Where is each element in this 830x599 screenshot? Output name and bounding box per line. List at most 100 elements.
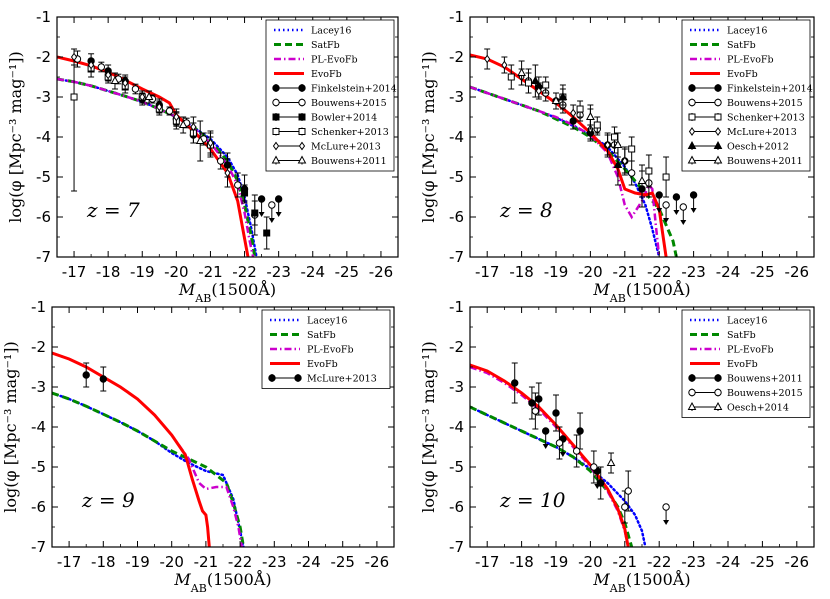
panel-z10: -17 -18 -19 -20 -21 -22 -23 -24 -25 -26 -7 -6 -5 -4 -3… (419, 298, 815, 595)
obs-bouwens-2015-point (268, 201, 276, 209)
obs-schenker-2013-point (70, 93, 78, 101)
x-tick-label: -20 (164, 263, 189, 281)
panel-z8: -17 -18 -19 -20 -21 -22 -23 -24 -25 -26 -7 -6 -5 -4 -3… (419, 8, 815, 305)
obs-oesch-2014-point (606, 457, 616, 466)
obs-bouwens-2015-point (165, 107, 174, 115)
legend-obs-marker (714, 98, 722, 107)
obs-bouwens-2011-point (517, 67, 526, 76)
obs-mclure-2013-point (139, 92, 146, 102)
x-tick-label: -19 (130, 263, 155, 281)
x-tick-label: -23 (266, 263, 291, 281)
y-tick-label: -7 (449, 538, 464, 556)
legend-label: PL-EvoFb (727, 345, 774, 356)
x-axis-label-sub: AB (609, 292, 626, 305)
x-tick-label: -17 (475, 553, 500, 571)
legend: Lacey16 SatFb PL-EvoFb EvoFb McLure+2013 (261, 309, 391, 389)
legend-label: Finkelstein+2014 (727, 84, 813, 95)
legend-label: Bouwens+2011 (727, 374, 803, 385)
legend-obs-marker (272, 141, 280, 151)
x-tick-label: -23 (262, 553, 287, 571)
obs-bouwens-2011-point (511, 379, 519, 387)
legend-label: Schenker+2013 (311, 127, 389, 138)
legend-label: Bouwens+2015 (311, 98, 387, 109)
x-tick-label: -26 (785, 263, 810, 281)
obs-schenker-2013-point (645, 167, 653, 175)
legend-label: PL-EvoFb (307, 345, 354, 356)
legend-obs-marker (714, 374, 722, 382)
obs-bouwens-2011-point (576, 427, 584, 435)
y-tick-label: -4 (31, 418, 46, 436)
x-tick-label: -21 (613, 553, 638, 571)
obs-bouwens-2011-arrow (542, 444, 549, 449)
obs-schenker-2013-point (593, 121, 601, 129)
legend-label: Bouwens+2015 (727, 98, 803, 109)
y-tick-label: -1 (449, 8, 464, 26)
obs-finkelstein-2014-point (672, 193, 681, 201)
x-tick-label: -17 (475, 263, 500, 281)
obs-bouwens-2011-point (597, 479, 605, 487)
x-tick-label: -19 (125, 553, 150, 571)
x-tick-label: -24 (301, 263, 326, 281)
legend-label: EvoFb (311, 69, 342, 80)
obs-mclure-2013-point (207, 138, 214, 148)
redshift-label: z = 7 (86, 198, 140, 222)
obs-oesch-2012-point (531, 75, 540, 84)
legend-obs-marker (714, 388, 722, 397)
obs-bouwens-2015-point (621, 503, 629, 511)
obs-bouwens-2015-point (131, 85, 140, 93)
legend: Lacey16 SatFb PL-EvoFb EvoFb Bouwens+2011 Bou… (681, 309, 811, 418)
y-tick-label: -5 (449, 458, 464, 476)
obs-mclure-2013-point (99, 375, 108, 383)
obs-bowler-2014-point (241, 189, 249, 197)
obs-finkelstein-2014-point (689, 191, 698, 199)
obs-schenker-2013-point (662, 173, 670, 181)
x-tick-label: -18 (509, 553, 534, 571)
obs-bouwens-2015-point (627, 169, 636, 177)
obs-mclure-2013-point (621, 156, 628, 166)
y-tick-label: -6 (31, 498, 46, 516)
x-tick-label: -18 (509, 263, 534, 281)
obs-mclure-2013-point (70, 52, 78, 62)
series-line-evofb (57, 55, 250, 257)
legend-label: Oesch+2014 (727, 403, 789, 414)
obs-finkelstein-2014-point (274, 195, 283, 203)
obs-bouwens-2011-point (535, 395, 543, 403)
x-tick-label: -21 (198, 263, 223, 281)
y-tick-label: -3 (449, 378, 464, 396)
x-tick-label: -25 (330, 553, 355, 571)
y-tick-label: -1 (31, 298, 46, 316)
legend-obs-marker (688, 84, 696, 92)
x-tick-label: -22 (228, 553, 253, 571)
x-tick-label: -19 (544, 263, 569, 281)
legend-label: Finkelstein+2014 (311, 84, 397, 95)
obs-bouwens-2011-point (528, 399, 536, 407)
obs-finkelstein-2014-arrow (690, 208, 697, 213)
x-tick-label: -22 (647, 553, 672, 571)
legend-obs-marker (294, 374, 302, 382)
x-tick-label: -20 (578, 263, 603, 281)
y-tick-label: -7 (36, 248, 51, 266)
obs-bouwens-2015-point (662, 503, 670, 511)
x-axis-label-tail: (1500Å) (207, 569, 272, 589)
obs-bouwens-2011-point (613, 139, 623, 148)
y-axis-label: log(φ [Mpc⁻³ mag⁻¹]) (419, 341, 438, 513)
y-tick-label: -6 (449, 208, 464, 226)
y-axis-label: log(φ [Mpc⁻³ mag⁻¹]) (6, 51, 25, 223)
legend-obs-marker (687, 155, 697, 164)
y-tick-label: -2 (449, 338, 464, 356)
obs-mclure-2013-point (570, 108, 577, 118)
legend-label: Bouwens+2011 (311, 156, 387, 167)
y-tick-label: -4 (449, 418, 464, 436)
legend-label: Bouwens+2011 (727, 156, 803, 167)
obs-mclure-2013-point (87, 60, 95, 70)
obs-bouwens-2011-point (195, 135, 205, 144)
redshift-label: z = 9 (81, 488, 135, 512)
obs-bouwens-2011-point (178, 119, 188, 128)
legend-obs-marker (713, 401, 723, 410)
legend-label: Lacey16 (727, 316, 767, 327)
y-tick-label: -2 (449, 48, 464, 66)
obs-mclure-2013-point (122, 78, 129, 88)
obs-mclure-2013-point (156, 102, 163, 112)
x-tick-label: -24 (296, 553, 321, 571)
legend-obs-marker (298, 98, 306, 107)
